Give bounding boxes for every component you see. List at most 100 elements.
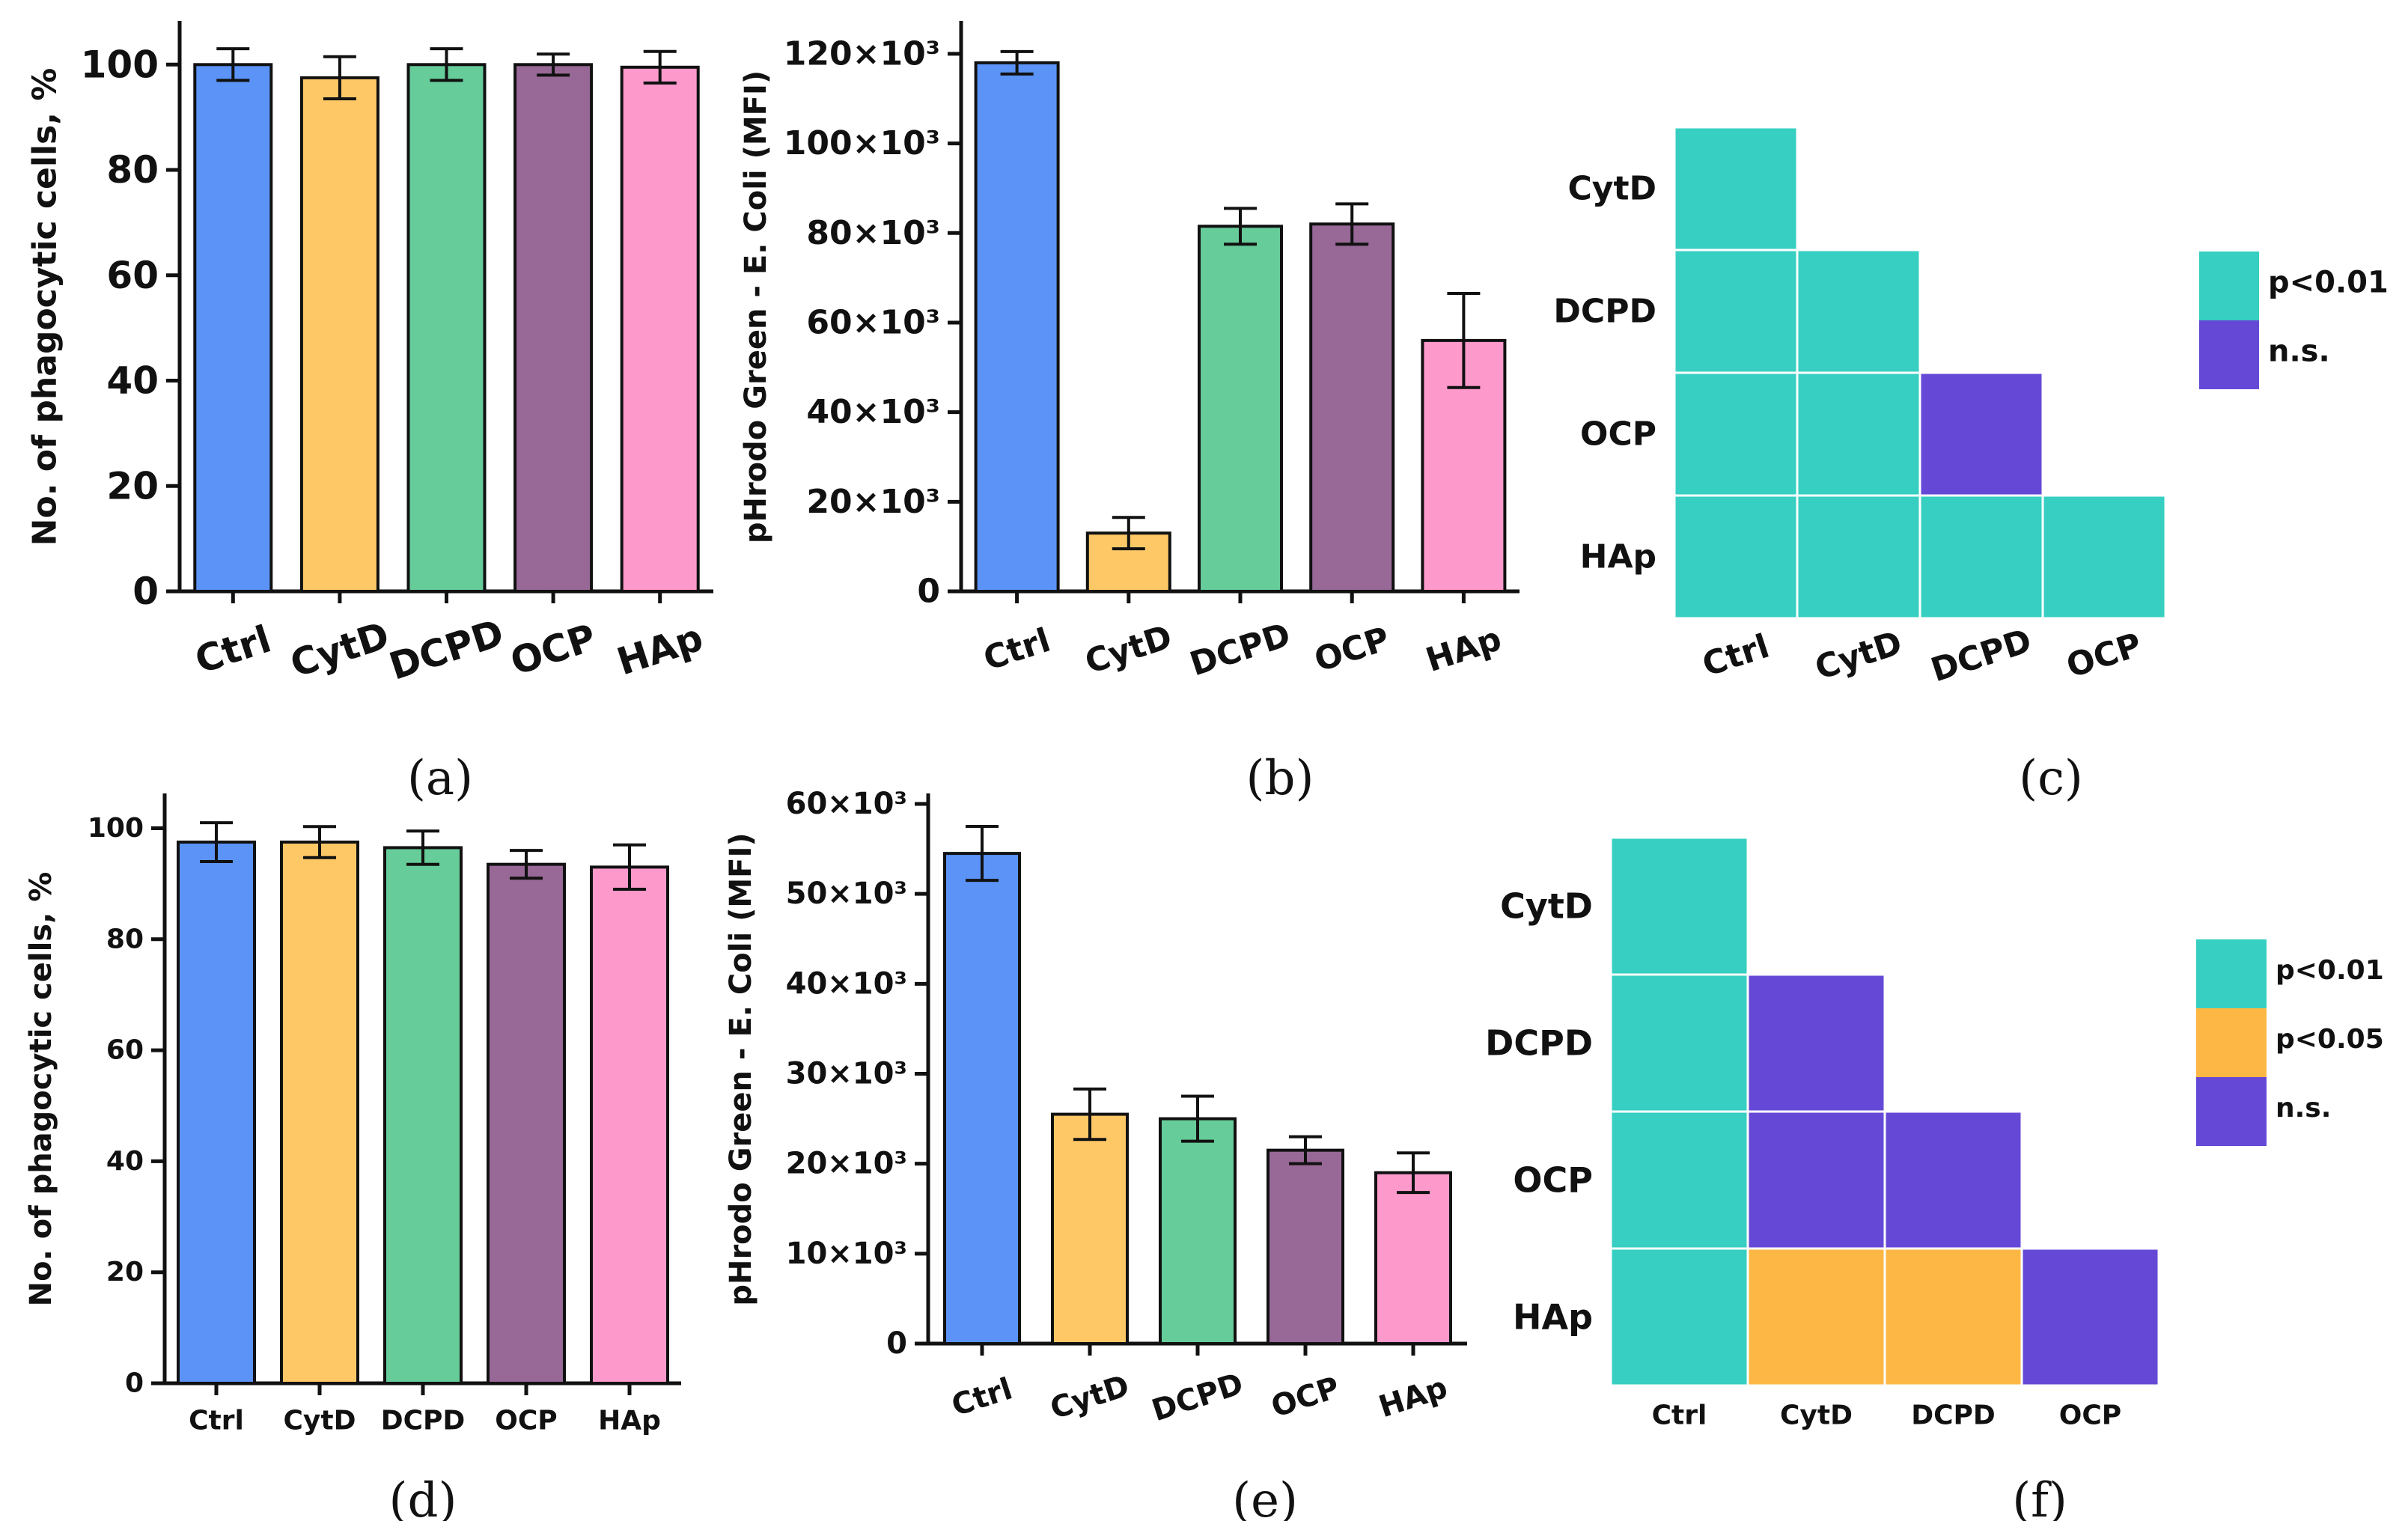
error-bar-hap <box>1447 292 1481 389</box>
x-tick-label-dcpd: DCPD <box>381 1406 466 1436</box>
bar-cytd <box>1051 1112 1129 1345</box>
col-label-ocp: OCP <box>2059 1400 2121 1431</box>
x-tick-label-ctrl: Ctrl <box>948 1371 1016 1423</box>
legend-swatch <box>2199 252 2259 320</box>
x-tick-label-ocp: OCP <box>495 1406 557 1436</box>
y-tick-label: 100 <box>88 813 144 844</box>
y-tick-label: 100 <box>81 43 159 86</box>
y-axis-label: No. of phagocytic cells, % <box>26 68 64 546</box>
bar-ctrl <box>974 61 1060 593</box>
y-tick-label: 80 <box>106 148 159 192</box>
x-tick-label-hap: HAp <box>612 615 708 683</box>
y-axis-label: pHrodo Green - E. Coli (MFI) <box>739 70 773 543</box>
y-tick-label: 60×10³ <box>806 303 940 341</box>
legend-swatch <box>2199 320 2259 389</box>
legend-label: p<0.01 <box>2268 265 2389 299</box>
error-bar-ocp <box>1289 1135 1322 1165</box>
bar-cytd <box>280 841 359 1385</box>
y-tick-label: 20 <box>106 1257 144 1287</box>
col-label-ocp: OCP <box>2062 626 2147 686</box>
x-tick-label-dcpd: DCPD <box>1186 615 1296 683</box>
bar-ocp <box>1309 222 1395 593</box>
y-tick-label: 0 <box>917 573 940 611</box>
x-tick-label-ocp: OCP <box>1310 620 1394 680</box>
x-tick-label-dcpd: DCPD <box>384 611 509 688</box>
y-tick-label: 30×10³ <box>786 1057 907 1091</box>
x-tick-label-cytd: CytD <box>1081 618 1177 681</box>
x-tick-label-cytd: CytD <box>284 1406 356 1436</box>
bar-ocp <box>487 862 566 1386</box>
y-tick-label: 0 <box>886 1326 907 1361</box>
heatmap-cell <box>1883 1247 2023 1387</box>
x-tick-label-ctrl: Ctrl <box>190 618 276 683</box>
row-label-hap: HAp <box>1513 1297 1593 1338</box>
y-tick-label: 40×10³ <box>806 393 940 431</box>
y-tick-label: 100×10³ <box>784 124 940 162</box>
heatmap-cell <box>1746 1110 1886 1250</box>
x-tick-label-hap: HAp <box>1421 620 1506 680</box>
x-tick-label-ctrl: Ctrl <box>979 621 1055 678</box>
error-bar-hap <box>613 843 646 891</box>
bar-cytd <box>299 76 380 593</box>
y-tick-label: 60×10³ <box>786 787 907 821</box>
legend-label: p<0.05 <box>2276 1024 2384 1055</box>
col-label-ctrl: Ctrl <box>1698 627 1773 684</box>
heatmap-cell <box>1673 126 1799 252</box>
heatmap-cell <box>1609 973 1749 1113</box>
heatmap-cell <box>1673 249 1799 374</box>
y-tick-label: 40×10³ <box>786 966 907 1001</box>
heatmap-cell <box>1883 1110 2023 1250</box>
panel-e: 0 10×10³ 20×10³ 30×10³ 40×10³ 50×10³ 60×10³ pHr… <box>724 787 1467 1521</box>
col-label-ctrl: Ctrl <box>1652 1400 1707 1431</box>
legend-swatch <box>2196 1077 2267 1146</box>
error-bar-ocp <box>510 849 543 880</box>
y-tick-label: 40 <box>106 1146 144 1177</box>
legend-label: p<0.01 <box>2276 955 2384 986</box>
panel-label: (b) <box>1246 751 1314 806</box>
panel-b: 0 20×10³ 40×10³ 60×10³ 80×10³ 100×10³ 120×10³ p… <box>739 21 1520 806</box>
x-tick-label-cytd: CytD <box>1046 1368 1134 1426</box>
error-bar-cytd <box>1073 1087 1106 1141</box>
col-label-dcpd: DCPD <box>1927 621 2037 689</box>
y-tick-label: 10×10³ <box>786 1237 907 1271</box>
y-tick-label: 0 <box>132 570 159 613</box>
row-label-dcpd: DCPD <box>1485 1023 1593 1064</box>
error-bar-ocp <box>1335 202 1369 246</box>
y-axis-label: pHrodo Green - E. Coli (MFI) <box>724 832 758 1305</box>
error-bar-ctrl <box>200 821 233 863</box>
error-bar-dcpd <box>430 47 463 82</box>
x-tick-label-ctrl: Ctrl <box>189 1406 244 1436</box>
bar-ctrl <box>193 63 273 593</box>
row-label-ocp: OCP <box>1513 1160 1593 1201</box>
panel-a: 0 20 40 60 80 100 No. of phagocytic cells, % Ct… <box>26 21 713 806</box>
legend-label: n.s. <box>2276 1093 2331 1124</box>
heatmap-cell <box>1609 836 1749 976</box>
bar-hap <box>1374 1171 1452 1345</box>
heatmap-cell <box>1918 494 2044 620</box>
heatmap-cell <box>1746 1247 1886 1387</box>
heatmap-cell <box>1673 494 1799 620</box>
error-bar-hap <box>643 49 677 85</box>
heatmap-cell <box>1746 973 1886 1113</box>
error-bar-hap <box>1397 1151 1430 1195</box>
row-label-hap: HAp <box>1580 538 1656 576</box>
x-tick-label-ocp: OCP <box>505 616 601 684</box>
col-label-cytd: CytD <box>1780 1400 1853 1431</box>
error-bar-cytd <box>1112 516 1145 551</box>
error-bar-ocp <box>537 52 570 77</box>
bar-ocp <box>1267 1148 1344 1346</box>
row-label-ocp: OCP <box>1580 415 1656 454</box>
error-bar-ctrl <box>966 825 999 883</box>
error-bar-dcpd <box>1224 207 1257 246</box>
y-tick-label: 80×10³ <box>806 214 940 252</box>
y-tick-label: 60 <box>106 254 159 297</box>
panel-label: (a) <box>407 751 473 806</box>
bar-dcpd <box>1198 225 1283 593</box>
error-bar-ctrl <box>1000 49 1034 76</box>
bar-hap <box>620 65 700 593</box>
y-tick-label: 80 <box>106 924 144 954</box>
heatmap-cell <box>1796 494 1921 620</box>
heatmap-cell <box>1796 371 1921 497</box>
